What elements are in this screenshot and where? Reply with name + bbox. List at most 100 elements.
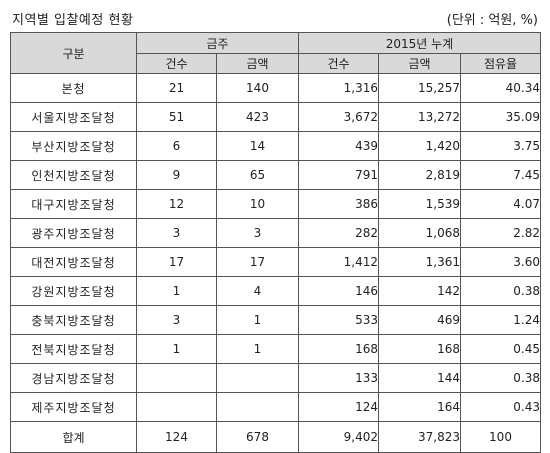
row-year-count: 3,672 <box>298 102 379 132</box>
row-week-amount: 140 <box>216 73 299 103</box>
row-year-count: 533 <box>298 305 379 335</box>
row-share: 0.43 <box>460 392 541 422</box>
table-row: 본청 21 140 1,316 15,257 40.34 <box>10 73 541 103</box>
row-year-amount: 469 <box>378 305 461 335</box>
row-week-count: 12 <box>136 189 217 219</box>
total-year-amount: 37,823 <box>378 421 461 453</box>
row-week-count: 3 <box>136 305 217 335</box>
row-week-count: 9 <box>136 160 217 190</box>
row-week-amount: 17 <box>216 247 299 277</box>
row-week-count <box>136 392 217 422</box>
row-share: 0.38 <box>460 276 541 306</box>
row-week-count: 1 <box>136 276 217 306</box>
row-week-count: 3 <box>136 218 217 248</box>
row-year-amount: 15,257 <box>378 73 461 103</box>
row-year-count: 168 <box>298 334 379 364</box>
header-week-count: 건수 <box>136 53 217 74</box>
header-group-this-week: 금주 <box>136 32 299 54</box>
total-label: 합계 <box>10 421 137 453</box>
row-year-amount: 142 <box>378 276 461 306</box>
table-row: 경남지방조달청 133 144 0.38 <box>10 363 541 393</box>
row-year-amount: 1,068 <box>378 218 461 248</box>
row-week-count: 6 <box>136 131 217 161</box>
row-week-count: 17 <box>136 247 217 277</box>
header-share: 점유율 <box>460 53 541 74</box>
table-row: 강원지방조달청 1 4 146 142 0.38 <box>10 276 541 306</box>
row-year-count: 282 <box>298 218 379 248</box>
row-year-count: 386 <box>298 189 379 219</box>
row-year-amount: 2,819 <box>378 160 461 190</box>
row-name: 대전지방조달청 <box>10 247 137 277</box>
row-week-amount: 1 <box>216 334 299 364</box>
header-week-amount: 금액 <box>216 53 299 74</box>
table-row: 서울지방조달청 51 423 3,672 13,272 35.09 <box>10 102 541 132</box>
row-year-amount: 1,539 <box>378 189 461 219</box>
row-share: 2.82 <box>460 218 541 248</box>
row-week-amount <box>216 392 299 422</box>
row-year-amount: 1,361 <box>378 247 461 277</box>
row-share: 1.24 <box>460 305 541 335</box>
row-week-amount: 14 <box>216 131 299 161</box>
row-share: 7.45 <box>460 160 541 190</box>
total-week-count: 124 <box>136 421 217 453</box>
row-week-amount: 65 <box>216 160 299 190</box>
row-week-count: 21 <box>136 73 217 103</box>
row-week-count <box>136 363 217 393</box>
row-year-amount: 13,272 <box>378 102 461 132</box>
row-week-amount <box>216 363 299 393</box>
row-year-amount: 1,420 <box>378 131 461 161</box>
table-row: 광주지방조달청 3 3 282 1,068 2.82 <box>10 218 541 248</box>
row-name: 광주지방조달청 <box>10 218 137 248</box>
row-year-count: 124 <box>298 392 379 422</box>
row-week-count: 1 <box>136 334 217 364</box>
row-week-amount: 1 <box>216 305 299 335</box>
total-row: 합계 124 678 9,402 37,823 100 <box>10 421 541 453</box>
unit-note: (단위 : 억원, %) <box>446 13 538 28</box>
table-row: 충북지방조달청 3 1 533 469 1.24 <box>10 305 541 335</box>
row-share: 40.34 <box>460 73 541 103</box>
row-name: 부산지방조달청 <box>10 131 137 161</box>
row-share: 3.60 <box>460 247 541 277</box>
row-year-count: 1,412 <box>298 247 379 277</box>
row-share: 35.09 <box>460 102 541 132</box>
row-year-count: 133 <box>298 363 379 393</box>
total-share: 100 <box>460 421 541 453</box>
row-name: 충북지방조달청 <box>10 305 137 335</box>
row-share: 0.45 <box>460 334 541 364</box>
row-share: 0.38 <box>460 363 541 393</box>
table-row: 대전지방조달청 17 17 1,412 1,361 3.60 <box>10 247 541 277</box>
row-year-amount: 164 <box>378 392 461 422</box>
row-week-amount: 3 <box>216 218 299 248</box>
row-week-amount: 423 <box>216 102 299 132</box>
row-year-amount: 144 <box>378 363 461 393</box>
table-row: 인천지방조달청 9 65 791 2,819 7.45 <box>10 160 541 190</box>
row-name: 경남지방조달청 <box>10 363 137 393</box>
row-name: 강원지방조달청 <box>10 276 137 306</box>
row-year-count: 1,316 <box>298 73 379 103</box>
row-share: 3.75 <box>460 131 541 161</box>
bid-schedule-table: 구분 금주 2015년 누계 건수 금액 건수 금액 점유율 본청 21 140… <box>10 32 541 453</box>
row-year-count: 146 <box>298 276 379 306</box>
row-name: 제주지방조달청 <box>10 392 137 422</box>
header-region: 구분 <box>10 32 137 74</box>
row-year-count: 791 <box>298 160 379 190</box>
header-year-count: 건수 <box>298 53 379 74</box>
row-name: 서울지방조달청 <box>10 102 137 132</box>
total-week-amount: 678 <box>216 421 299 453</box>
row-week-amount: 4 <box>216 276 299 306</box>
total-year-count: 9,402 <box>298 421 379 453</box>
table-row: 전북지방조달청 1 1 168 168 0.45 <box>10 334 541 364</box>
row-share: 4.07 <box>460 189 541 219</box>
row-name: 대구지방조달청 <box>10 189 137 219</box>
row-year-count: 439 <box>298 131 379 161</box>
header-year-amount: 금액 <box>378 53 461 74</box>
table-row: 부산지방조달청 6 14 439 1,420 3.75 <box>10 131 541 161</box>
row-name: 인천지방조달청 <box>10 160 137 190</box>
header-group-2015: 2015년 누계 <box>298 32 541 54</box>
page-title: 지역별 입찰예정 현황 <box>12 13 134 28</box>
row-name: 전북지방조달청 <box>10 334 137 364</box>
row-name: 본청 <box>10 73 137 103</box>
table-row: 제주지방조달청 124 164 0.43 <box>10 392 541 422</box>
row-year-amount: 168 <box>378 334 461 364</box>
table-row: 대구지방조달청 12 10 386 1,539 4.07 <box>10 189 541 219</box>
